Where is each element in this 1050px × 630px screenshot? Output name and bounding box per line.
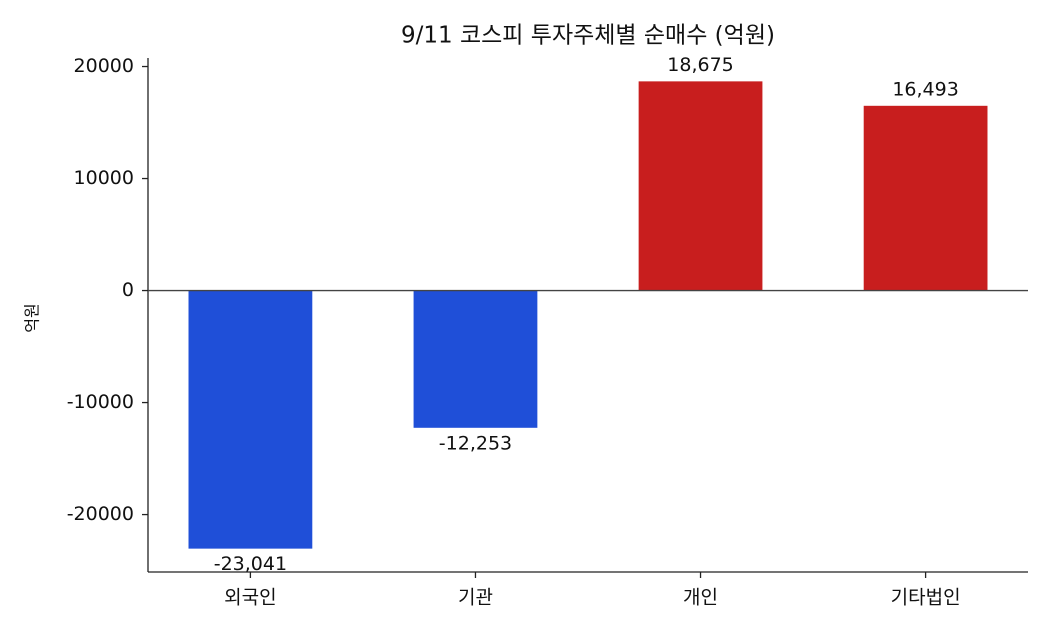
value-label: -23,041	[214, 553, 287, 575]
bar	[413, 290, 538, 428]
bar	[863, 105, 988, 291]
chart-title: 9/11 코스피 투자주체별 순매수 (억원)	[401, 23, 775, 49]
y-axis-label: 억원	[23, 303, 42, 332]
x-tick-label: 기타법인	[891, 587, 961, 609]
bar	[638, 81, 763, 291]
x-tick-label: 외국인	[224, 587, 276, 609]
value-label: 18,675	[667, 54, 733, 76]
y-tick-label: -10000	[67, 391, 134, 413]
value-label: 16,493	[892, 78, 958, 100]
x-tick-label: 개인	[683, 587, 718, 609]
y-tick-label: 10000	[74, 167, 134, 189]
bar	[188, 290, 313, 549]
y-tick-label: 0	[122, 279, 134, 301]
x-tick-label: 기관	[458, 587, 493, 609]
y-tick-label: -20000	[67, 503, 134, 525]
value-label: -12,253	[439, 432, 512, 454]
y-tick-label: 20000	[74, 55, 134, 77]
